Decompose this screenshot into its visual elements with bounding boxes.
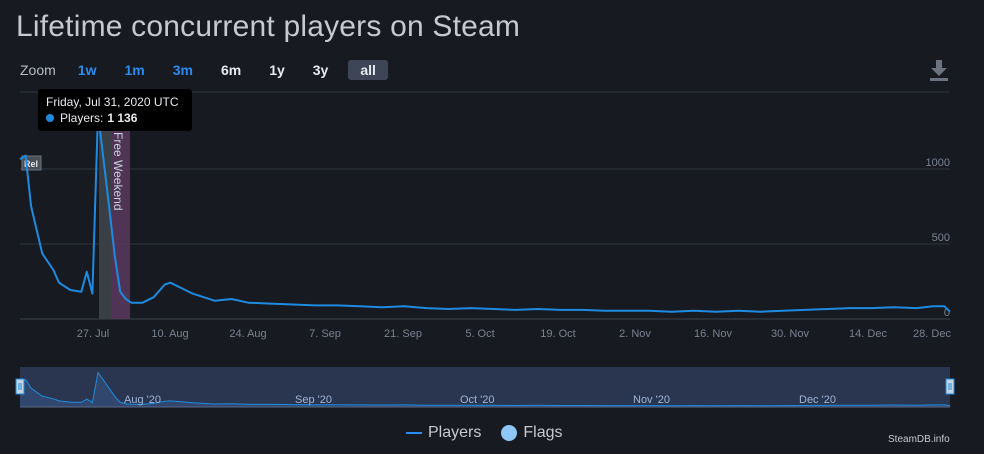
x-tick-label: 7. Sep (309, 328, 341, 340)
tooltip-row: Players: 1 136 (46, 111, 137, 125)
x-tick-label: 14. Dec (849, 328, 887, 340)
series-dot-icon (46, 114, 54, 122)
zoom-1w-button[interactable]: 1w (77, 62, 97, 78)
tooltip: Friday, Jul 31, 2020 UTC Players: 1 136 (38, 89, 192, 131)
free-weekend-band-highlight (111, 130, 130, 319)
credit-text[interactable]: SteamDB.info (888, 434, 950, 445)
navigator-tick-label: Aug '20 (124, 394, 161, 406)
zoom-all-button[interactable]: all (348, 60, 388, 80)
x-tick-label: 5. Oct (465, 328, 494, 340)
navigator-right-handle[interactable] (945, 378, 955, 395)
navigator-tick-label: Dec '20 (799, 394, 836, 406)
x-tick-label: 2. Nov (619, 328, 651, 340)
zoom-6m-button[interactable]: 6m (220, 62, 242, 78)
circle-icon (501, 425, 518, 441)
x-tick-label: 24. Aug (229, 328, 266, 340)
legend-players-label: Players (428, 424, 482, 441)
tooltip-date: Friday, Jul 31, 2020 UTC (46, 95, 179, 109)
navigator-series-area (20, 372, 950, 407)
navigator-left-handle[interactable] (15, 378, 25, 395)
zoom-1m-button[interactable]: 1m (124, 62, 145, 78)
chart-title: Lifetime concurrent players on Steam (16, 10, 521, 43)
navigator-tick-label: Oct '20 (460, 394, 495, 406)
x-axis: 27. Jul 10. Aug 24. Aug 7. Sep 21. Sep 5… (77, 328, 952, 340)
zoom-controls: Zoom 1w 1m 3m 6m 1y 3y all (20, 58, 400, 82)
download-icon[interactable] (928, 58, 950, 82)
zoom-3m-button[interactable]: 3m (172, 62, 193, 78)
x-tick-label: 10. Aug (151, 328, 188, 340)
legend-flags-label: Flags (523, 424, 563, 441)
navigator-series-line (19, 371, 951, 407)
line-icon (406, 432, 422, 434)
navigator-tick-label: Nov '20 (633, 394, 670, 406)
flag-release-label: Rel (24, 159, 38, 169)
x-tick-label: 21. Sep (384, 328, 422, 340)
flag-free-weekend-label: Free Weekend (111, 132, 125, 211)
zoom-3y-button[interactable]: 3y (312, 62, 329, 78)
legend-item-players[interactable]: Players (406, 424, 481, 442)
x-tick-label: 19. Oct (540, 328, 575, 340)
y-tick-label: 1000 (926, 157, 950, 169)
zoom-label: Zoom (20, 62, 56, 78)
y-tick-label: 500 (932, 232, 950, 244)
players-series-line (19, 111, 951, 313)
legend-item-flags[interactable]: Flags (501, 424, 562, 442)
zoom-1y-button[interactable]: 1y (269, 62, 285, 78)
navigator-tick-label: Sep '20 (295, 394, 332, 406)
legend: Players Flags (406, 424, 582, 442)
y-tick-label: 0 (944, 307, 950, 319)
x-tick-label: 28. Dec (913, 328, 951, 340)
tooltip-value: 1 136 (107, 111, 138, 125)
tooltip-series-label: Players: (60, 111, 104, 125)
x-tick-label: 16. Nov (694, 328, 732, 340)
x-tick-label: 27. Jul (77, 328, 109, 340)
x-tick-label: 30. Nov (771, 328, 809, 340)
free-weekend-band (99, 130, 111, 319)
navigator-background (20, 367, 950, 407)
